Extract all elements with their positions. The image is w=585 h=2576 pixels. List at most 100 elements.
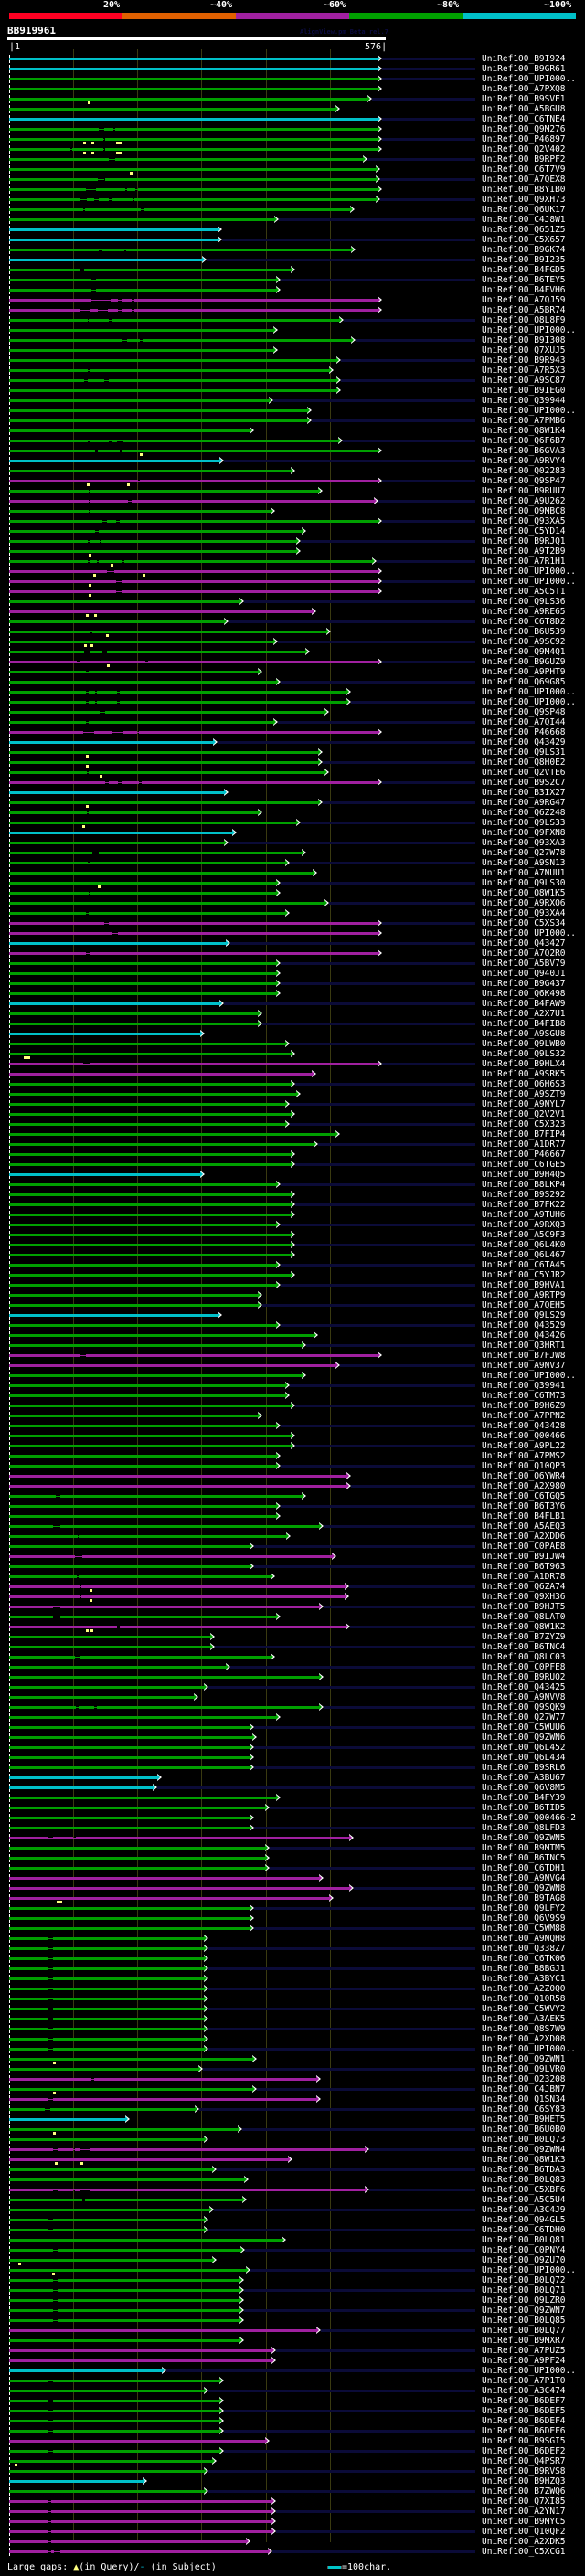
- hit-label[interactable]: UniRef100_C6TDH1: [482, 1863, 566, 1873]
- hit-row[interactable]: UniRef100_B0LQ77: [0, 2326, 585, 2336]
- hit-row[interactable]: UniRef100_Q9ZWN1: [0, 2054, 585, 2064]
- hit-row[interactable]: UniRef100_Q6L4K0: [0, 1240, 585, 1250]
- hit-label[interactable]: UniRef100_Q93XA4: [482, 908, 566, 918]
- hit-label[interactable]: UniRef100_Q9XH36: [482, 1592, 566, 1602]
- hit-label[interactable]: UniRef100_UPI000..: [482, 2265, 576, 2275]
- hit-label[interactable]: UniRef100_B7ZYZ9: [482, 1632, 566, 1642]
- hit-label[interactable]: UniRef100_C4JBN7: [482, 2084, 566, 2094]
- hit-row[interactable]: UniRef100_A1DR77: [0, 1140, 585, 1150]
- hit-row[interactable]: UniRef100_UPI000..: [0, 577, 585, 587]
- hit-row[interactable]: UniRef100_C5WUU6: [0, 1723, 585, 1733]
- hit-row[interactable]: UniRef100_A5BR74: [0, 305, 585, 315]
- hit-label[interactable]: UniRef100_B9HLX4: [482, 1059, 566, 1069]
- hit-label[interactable]: UniRef100_Q6Z248: [482, 808, 566, 818]
- hit-label[interactable]: UniRef100_Q6F6B7: [482, 436, 566, 446]
- hit-label[interactable]: UniRef100_A9T2B9: [482, 546, 566, 557]
- hit-row[interactable]: UniRef100_B9RJQ1: [0, 536, 585, 546]
- hit-row[interactable]: UniRef100_UPI000..: [0, 2044, 585, 2054]
- hit-row[interactable]: UniRef100_B9HJT5: [0, 1602, 585, 1612]
- hit-label[interactable]: UniRef100_A9PF24: [482, 2356, 566, 2366]
- hit-label[interactable]: UniRef100_B8YIB0: [482, 185, 566, 195]
- hit-label[interactable]: UniRef100_A5BR74: [482, 305, 566, 315]
- hit-label[interactable]: UniRef100_Q9LS30: [482, 878, 566, 888]
- hit-row[interactable]: UniRef100_UPI000..: [0, 325, 585, 335]
- hit-row[interactable]: UniRef100_A9RTP9: [0, 1290, 585, 1300]
- hit-label[interactable]: UniRef100_Q94GL5: [482, 2215, 566, 2225]
- hit-label[interactable]: UniRef100_A2Z0Q0: [482, 1984, 566, 1994]
- hit-row[interactable]: UniRef100_Q940J1: [0, 969, 585, 979]
- hit-label[interactable]: UniRef100_A9RXQ3: [482, 1220, 566, 1230]
- hit-label[interactable]: UniRef100_UPI000..: [482, 928, 576, 938]
- hit-label[interactable]: UniRef100_Q9ZWN7: [482, 2306, 566, 2316]
- hit-row[interactable]: UniRef100_Q9FXN8: [0, 828, 585, 838]
- hit-label[interactable]: UniRef100_B4FAW9: [482, 999, 566, 1009]
- hit-label[interactable]: UniRef100_B0LQ71: [482, 2285, 566, 2295]
- hit-row[interactable]: UniRef100_A9RE65: [0, 607, 585, 617]
- hit-label[interactable]: UniRef100_UPI000..: [482, 2044, 576, 2054]
- hit-label[interactable]: UniRef100_Q2V402: [482, 144, 566, 154]
- hit-row[interactable]: UniRef100_C5XCG1: [0, 2547, 585, 2557]
- hit-row[interactable]: UniRef100_A9NVG4: [0, 1873, 585, 1883]
- hit-label[interactable]: UniRef100_B0LQ77: [482, 2326, 566, 2336]
- hit-label[interactable]: UniRef100_UPI000..: [482, 2366, 576, 2376]
- hit-row[interactable]: UniRef100_B3IX27: [0, 788, 585, 798]
- hit-label[interactable]: UniRef100_A9RVY4: [482, 456, 566, 466]
- hit-row[interactable]: UniRef100_A2YN17: [0, 2507, 585, 2517]
- hit-row[interactable]: UniRef100_Q9XH73: [0, 195, 585, 205]
- hit-label[interactable]: UniRef100_UPI000..: [482, 74, 576, 84]
- hit-row[interactable]: UniRef100_C0PFE8: [0, 1662, 585, 1672]
- hit-row[interactable]: UniRef100_Q6V9S9: [0, 1913, 585, 1924]
- hit-row[interactable]: UniRef100_C6TDH1: [0, 1863, 585, 1873]
- hit-row[interactable]: UniRef100_UPI000..: [0, 928, 585, 938]
- hit-row[interactable]: UniRef100_Q9M276: [0, 124, 585, 134]
- hit-row[interactable]: UniRef100_B9SGI5: [0, 2436, 585, 2446]
- hit-label[interactable]: UniRef100_B9I924: [482, 54, 566, 64]
- hit-row[interactable]: UniRef100_B6U0B0: [0, 2125, 585, 2135]
- hit-label[interactable]: UniRef100_Q9M4Q1: [482, 647, 566, 657]
- hit-label[interactable]: UniRef100_B9IJW4: [482, 1552, 566, 1562]
- hit-row[interactable]: UniRef100_B0LQ83: [0, 2175, 585, 2185]
- hit-row[interactable]: UniRef100_Q9ZWN8: [0, 1883, 585, 1893]
- hit-row[interactable]: UniRef100_Q00466-2: [0, 1813, 585, 1823]
- hit-row[interactable]: UniRef100_B6U539: [0, 627, 585, 637]
- hit-label[interactable]: UniRef100_Q8H0E2: [482, 758, 566, 768]
- hit-label[interactable]: UniRef100_UPI000..: [482, 406, 576, 416]
- hit-label[interactable]: UniRef100_Q9MBC8: [482, 506, 566, 516]
- hit-label[interactable]: UniRef100_B9SGI5: [482, 2436, 566, 2446]
- hit-label[interactable]: UniRef100_C6TM73: [482, 1391, 566, 1401]
- hit-row[interactable]: UniRef100_B7ZYZ9: [0, 1632, 585, 1642]
- hit-row[interactable]: UniRef100_A9TUH6: [0, 1210, 585, 1220]
- hit-row[interactable]: UniRef100_A7QI44: [0, 717, 585, 727]
- hit-row[interactable]: UniRef100_Q93XA3: [0, 838, 585, 848]
- hit-label[interactable]: UniRef100_B6TEY5: [482, 275, 566, 285]
- hit-label[interactable]: UniRef100_Q9ZWN6: [482, 1733, 566, 1743]
- hit-row[interactable]: UniRef100_A9SZT9: [0, 1089, 585, 1099]
- hit-row[interactable]: UniRef100_B9I235: [0, 255, 585, 265]
- hit-label[interactable]: UniRef100_C6T8D2: [482, 617, 566, 627]
- hit-row[interactable]: UniRef100_B6DEF6: [0, 2426, 585, 2436]
- hit-row[interactable]: UniRef100_B9RUU7: [0, 486, 585, 496]
- hit-row[interactable]: UniRef100_C5XBF6: [0, 2185, 585, 2195]
- hit-row[interactable]: UniRef100_B6DEF7: [0, 2396, 585, 2406]
- hit-label[interactable]: UniRef100_Q10R58: [482, 1994, 566, 2004]
- hit-row[interactable]: UniRef100_Q2V2V1: [0, 1109, 585, 1119]
- hit-row[interactable]: UniRef100_Q9LS29: [0, 1310, 585, 1320]
- hit-label[interactable]: UniRef100_Q338Z7: [482, 1944, 566, 1954]
- hit-row[interactable]: UniRef100_A7P1T0: [0, 2376, 585, 2386]
- hit-label[interactable]: UniRef100_C5YD14: [482, 526, 566, 536]
- hit-row[interactable]: UniRef100_A9NQH8: [0, 1934, 585, 1944]
- hit-label[interactable]: UniRef100_Q6L4K0: [482, 1240, 566, 1250]
- hit-row[interactable]: UniRef100_Q7XUJ5: [0, 345, 585, 355]
- hit-label[interactable]: UniRef100_B9RVS8: [482, 2466, 566, 2476]
- hit-row[interactable]: UniRef100_UPI000..: [0, 2265, 585, 2275]
- hit-row[interactable]: UniRef100_A9U262: [0, 496, 585, 506]
- hit-label[interactable]: UniRef100_Q9ZWN5: [482, 1833, 566, 1843]
- hit-label[interactable]: UniRef100_A7QJ59: [482, 295, 566, 305]
- hit-label[interactable]: UniRef100_Q9LVR0: [482, 2064, 566, 2074]
- hit-label[interactable]: UniRef100_A9NYL7: [482, 1099, 566, 1109]
- hit-label[interactable]: UniRef100_A7QEX8: [482, 175, 566, 185]
- hit-row[interactable]: UniRef100_A7PMB6: [0, 416, 585, 426]
- hit-label[interactable]: UniRef100_A3AEK5: [482, 2014, 566, 2024]
- hit-row[interactable]: UniRef100_Q00466: [0, 1431, 585, 1441]
- hit-label[interactable]: UniRef100_A7PPN2: [482, 1411, 566, 1421]
